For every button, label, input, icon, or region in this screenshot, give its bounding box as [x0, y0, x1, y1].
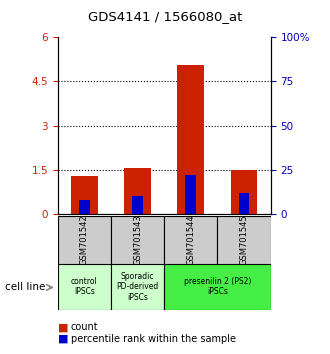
- Bar: [217, 216, 271, 264]
- Text: GSM701543: GSM701543: [133, 215, 142, 265]
- Text: Sporadic
PD-derived
iPSCs: Sporadic PD-derived iPSCs: [116, 272, 159, 302]
- Text: presenilin 2 (PS2)
iPSCs: presenilin 2 (PS2) iPSCs: [184, 277, 251, 296]
- Text: GSM701545: GSM701545: [240, 215, 248, 265]
- Bar: [111, 216, 164, 264]
- Text: control
IPSCs: control IPSCs: [71, 277, 98, 296]
- Text: GDS4141 / 1566080_at: GDS4141 / 1566080_at: [88, 11, 242, 23]
- Bar: [79, 200, 90, 214]
- Bar: [231, 170, 257, 214]
- Bar: [132, 196, 143, 214]
- Bar: [58, 264, 111, 310]
- Bar: [164, 216, 217, 264]
- Bar: [185, 175, 196, 214]
- Bar: [71, 176, 98, 214]
- Text: ■: ■: [58, 334, 68, 344]
- Text: GSM701544: GSM701544: [186, 215, 195, 265]
- Text: cell line: cell line: [5, 282, 45, 292]
- Text: count: count: [71, 322, 99, 332]
- Text: percentile rank within the sample: percentile rank within the sample: [71, 334, 236, 344]
- Bar: [58, 216, 111, 264]
- Bar: [239, 193, 249, 214]
- Text: GSM701542: GSM701542: [80, 215, 89, 265]
- Bar: [111, 264, 164, 310]
- Bar: [124, 169, 151, 214]
- Bar: [164, 264, 271, 310]
- Text: ■: ■: [58, 322, 68, 332]
- Bar: [178, 65, 204, 214]
